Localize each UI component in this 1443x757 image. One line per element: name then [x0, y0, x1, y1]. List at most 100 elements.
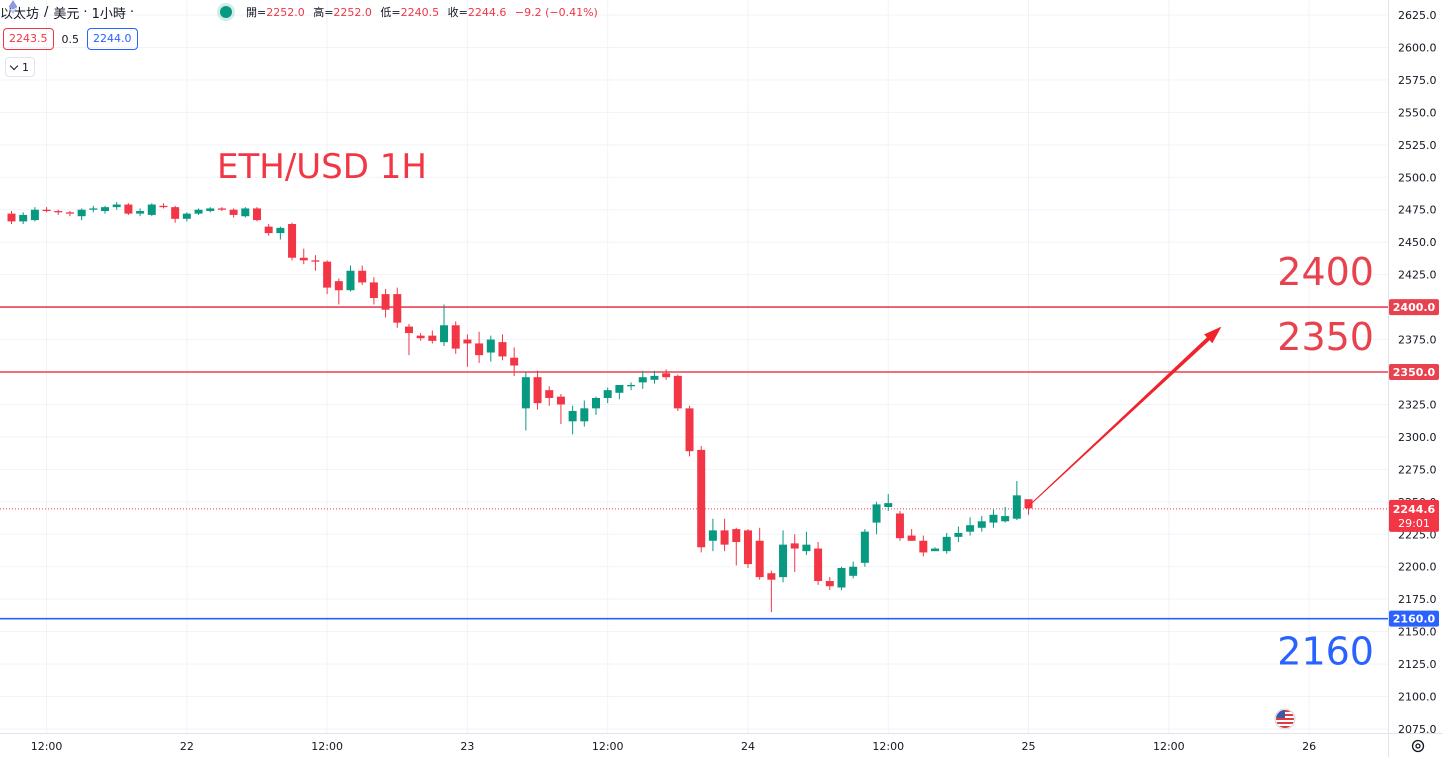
resistance-price-tag-text: 2350.0	[1393, 366, 1436, 379]
x-tick-label: 25	[1022, 740, 1036, 753]
candle-body	[767, 573, 776, 580]
candle-body	[837, 568, 846, 588]
candle-body	[931, 548, 940, 552]
candle-body	[393, 294, 402, 323]
candle-body	[884, 503, 893, 508]
y-tick-label: 2475.0	[1398, 204, 1437, 217]
candle-body	[299, 257, 308, 261]
candle-body	[486, 339, 495, 353]
candle-body	[346, 270, 355, 291]
candle-body	[673, 375, 682, 409]
candle-body	[136, 211, 145, 214]
chevron-down-icon	[9, 61, 19, 70]
candle-body	[521, 377, 530, 409]
y-tick-label: 2450.0	[1398, 236, 1437, 249]
candle-body	[545, 390, 554, 398]
candle-body	[498, 342, 507, 357]
support-price-tag-text: 2160.0	[1393, 613, 1436, 626]
market-status-dot[interactable]	[219, 6, 232, 18]
candle-body	[311, 260, 320, 262]
candle-body	[708, 530, 717, 541]
close-label: 收=	[447, 6, 468, 19]
candle-body	[147, 204, 156, 215]
x-tick-label: 26	[1302, 740, 1316, 753]
x-tick-label: 22	[180, 740, 194, 753]
candle-body	[381, 294, 390, 310]
candle-body	[779, 544, 788, 578]
candle-body	[416, 335, 425, 339]
y-tick-label: 2625.0	[1398, 9, 1437, 22]
y-tick-label: 2175.0	[1398, 593, 1437, 606]
x-tick-label: 12:00	[311, 740, 343, 753]
y-tick-label: 2200.0	[1398, 561, 1437, 574]
x-tick-label: 12:00	[592, 740, 624, 753]
candle-body	[89, 208, 98, 210]
support-price-tag	[1389, 610, 1439, 627]
candle-body	[194, 209, 203, 214]
candle-body	[428, 335, 437, 341]
candle-body	[7, 213, 16, 222]
candle-body	[510, 357, 519, 366]
us-flag-icon[interactable]	[1274, 708, 1296, 730]
candle-body	[919, 540, 928, 553]
candle-body	[19, 214, 28, 222]
candle-body	[124, 204, 133, 214]
candle-body	[252, 208, 261, 221]
candle-body	[592, 397, 600, 409]
y-tick-label: 2500.0	[1398, 171, 1437, 184]
y-tick-label: 2525.0	[1398, 139, 1437, 152]
currency-name: 美元	[53, 6, 80, 22]
interval-label[interactable]: 1小時	[91, 6, 126, 22]
candle-body	[65, 212, 74, 214]
resistance-price-tag	[1389, 299, 1439, 316]
legend-dot: ·	[83, 4, 88, 20]
legend-dot: ·	[129, 4, 134, 20]
indicators-count: 1	[22, 60, 29, 74]
candle-body	[860, 531, 869, 563]
candle-body	[895, 513, 904, 539]
sell-button[interactable]: 2243.5	[3, 28, 54, 50]
open-value: 2252.0	[266, 6, 305, 19]
candle-body	[112, 204, 121, 208]
y-tick-label: 2550.0	[1398, 106, 1437, 119]
candle-body	[907, 535, 916, 541]
candle-body	[825, 581, 834, 587]
candle-body	[755, 540, 764, 578]
buy-button[interactable]: 2244.0	[87, 28, 138, 50]
candle-body	[743, 530, 752, 565]
y-tick-label: 2575.0	[1398, 74, 1437, 87]
candle-body	[685, 408, 694, 452]
candle-body	[1024, 499, 1033, 509]
candle-body	[404, 326, 413, 334]
candle-body	[790, 543, 799, 549]
candle-body	[276, 227, 285, 234]
candle-body	[241, 208, 250, 217]
x-tick-label: 24	[741, 740, 755, 753]
y-tick-label: 2600.0	[1398, 41, 1437, 54]
resistance-level-annotation: 2400	[1277, 250, 1374, 294]
gear-icon[interactable]	[1410, 738, 1426, 754]
close-value: 2244.6	[467, 6, 507, 19]
resistance-price-tag-text: 2400.0	[1393, 301, 1436, 314]
candle-body	[627, 384, 636, 387]
change-value: −9.2 (−0.41%)	[514, 6, 598, 19]
candle-body	[697, 449, 706, 548]
candle-body	[288, 224, 297, 258]
quote-bar: 2243.5 0.5 2244.0	[3, 28, 138, 50]
spread-value: 0.5	[61, 32, 80, 46]
candle-body	[989, 514, 998, 523]
high-value: 2252.0	[333, 6, 372, 19]
candle-body	[229, 209, 238, 215]
y-tick-label: 2100.0	[1398, 691, 1437, 704]
indicators-toggle-button[interactable]: 1	[5, 57, 35, 77]
y-tick-label: 2150.0	[1398, 626, 1437, 639]
candle-body	[369, 282, 378, 299]
resistance-price-tag	[1389, 364, 1439, 380]
candle-body	[451, 325, 460, 349]
symbol-name[interactable]: 以太坊	[0, 6, 40, 22]
y-tick-label: 2075.0	[1398, 723, 1437, 736]
candle-body	[533, 377, 542, 404]
candle-body	[662, 373, 671, 378]
